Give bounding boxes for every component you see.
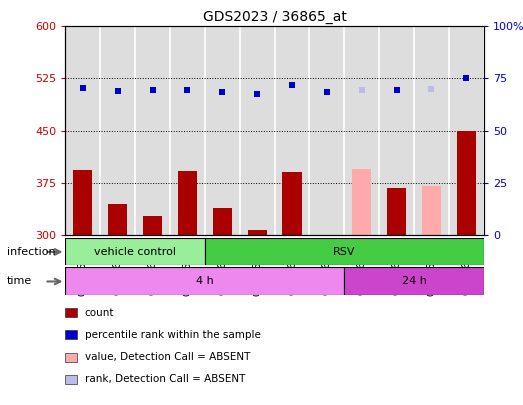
Text: count: count bbox=[85, 308, 114, 318]
Bar bbox=[205, 238, 484, 265]
Text: 4 h: 4 h bbox=[196, 276, 214, 286]
Text: rank, Detection Call = ABSENT: rank, Detection Call = ABSENT bbox=[85, 375, 245, 384]
Text: 24 h: 24 h bbox=[402, 276, 426, 286]
Bar bbox=[422, 186, 441, 235]
Bar bbox=[143, 216, 162, 235]
Text: RSV: RSV bbox=[333, 247, 356, 256]
Text: infection: infection bbox=[7, 247, 55, 256]
Bar bbox=[387, 188, 406, 235]
Bar bbox=[282, 172, 302, 235]
Bar bbox=[457, 130, 476, 235]
Text: value, Detection Call = ABSENT: value, Detection Call = ABSENT bbox=[85, 352, 250, 362]
Text: time: time bbox=[7, 276, 32, 286]
Bar bbox=[352, 169, 371, 235]
Title: GDS2023 / 36865_at: GDS2023 / 36865_at bbox=[202, 10, 347, 24]
Bar bbox=[73, 170, 93, 235]
Text: percentile rank within the sample: percentile rank within the sample bbox=[85, 330, 260, 340]
Bar bbox=[178, 171, 197, 235]
Bar bbox=[344, 267, 484, 295]
Bar bbox=[65, 238, 205, 265]
Bar bbox=[213, 209, 232, 235]
Bar bbox=[65, 267, 344, 295]
Bar bbox=[108, 204, 127, 235]
Text: vehicle control: vehicle control bbox=[94, 247, 176, 256]
Bar bbox=[247, 230, 267, 235]
